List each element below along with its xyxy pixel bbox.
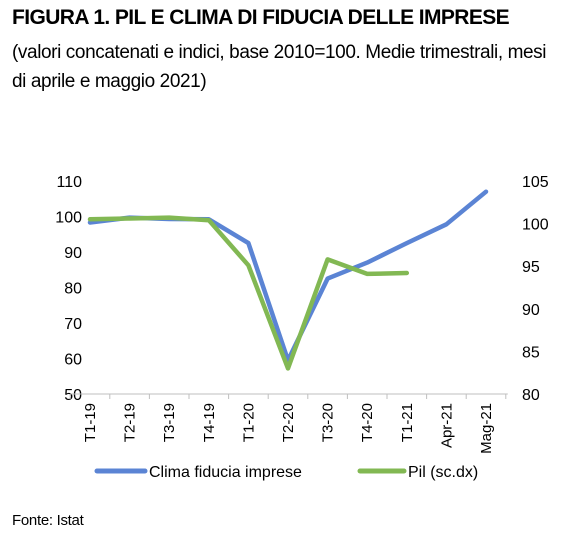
x-tick-label: T1-20 [240,403,257,442]
left-tick-label: 60 [64,352,82,369]
x-tick-label: T2-20 [280,403,297,442]
x-tick-label: T4-19 [201,403,218,442]
left-tick-label: 100 [55,210,82,227]
left-tick-label: 90 [64,245,82,262]
legend: Clima fiducia imprese Pil (sc.dx) [94,464,478,481]
chart-subtitle: (valori concatenati e indici, base 2010=… [12,42,547,92]
x-tick-label: T1-21 [399,403,416,442]
left-y-axis: 110 100 90 80 70 60 50 [55,174,82,404]
source-note: Fonte: Istat [12,512,84,529]
legend-label: Pil (sc.dx) [408,464,478,481]
right-tick-label: 100 [522,217,549,234]
right-tick-label: 85 [522,344,540,361]
series-line [87,215,410,371]
x-tick-label: T2-19 [122,403,139,442]
right-y-axis: 105 100 95 90 85 80 [522,174,549,404]
legend-label: Clima fiducia imprese [149,464,302,481]
x-tick-label: T4-20 [359,403,376,442]
left-tick-label: 110 [56,174,82,191]
x-tick-label: Mag-21 [478,403,495,454]
left-tick-label: 50 [64,387,82,404]
x-tick-label: T3-20 [320,403,337,442]
right-tick-label: 95 [522,259,540,276]
right-tick-label: 90 [522,302,540,319]
series-layer [87,189,489,371]
x-tick-label: T1-19 [82,403,99,442]
x-tick-label: T3-19 [161,403,178,442]
right-tick-label: 80 [522,387,540,404]
x-tick-label: Apr-21 [438,403,455,448]
chart-title: FIGURA 1. PIL E CLIMA DI FIDUCIA DELLE I… [12,6,510,29]
x-axis: T1-19 T2-19 T3-19 T4-19 T1-20 T2-20 T3-20 T4-20… [69,393,508,454]
left-tick-label: 80 [64,281,82,298]
left-tick-label: 70 [64,316,82,333]
right-tick-label: 105 [522,174,549,191]
